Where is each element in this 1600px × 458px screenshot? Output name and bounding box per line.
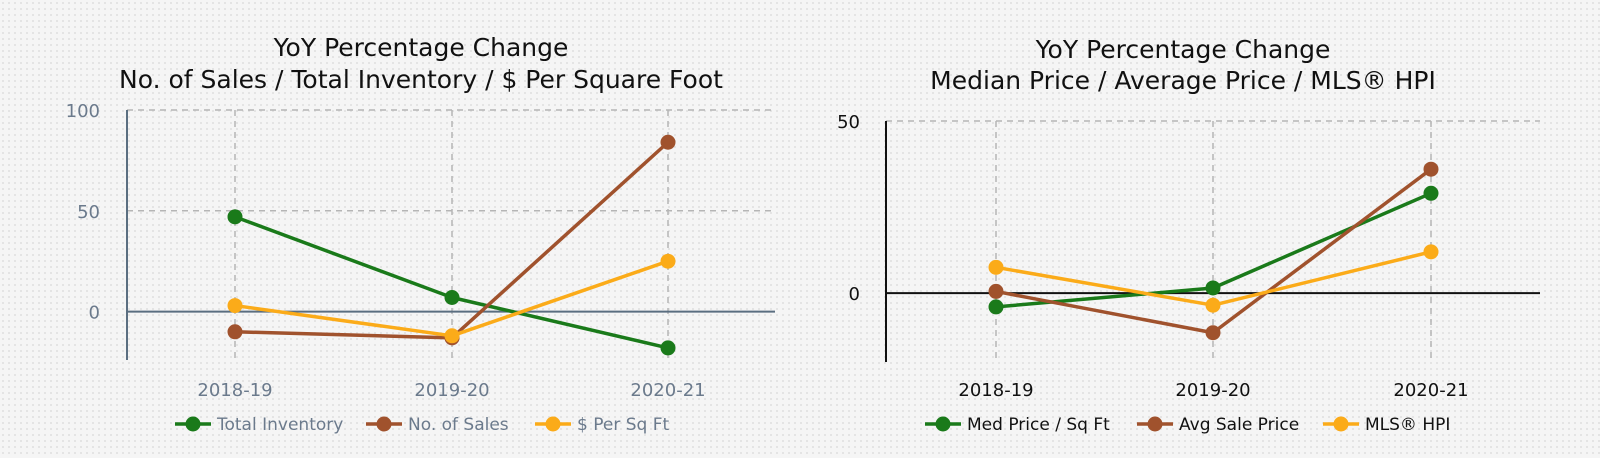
data-point: [227, 324, 243, 340]
x-category-label: 2020-21: [630, 380, 705, 401]
data-point: [444, 290, 460, 305]
data-point: [988, 283, 1004, 299]
x-category-label: 2018-19: [197, 380, 272, 401]
legend-marker: [185, 416, 201, 432]
data-point: [227, 298, 243, 314]
chart-left-yoy-sales-inventory: YoY Percentage Change No. of Sales / Tota…: [66, 33, 775, 435]
legend-label: $ Per Sq Ft: [577, 415, 669, 435]
chart-title: YoY Percentage Change: [1035, 35, 1331, 64]
y-tick-label: 100: [66, 101, 100, 122]
data-point: [1205, 325, 1221, 341]
legend-marker: [1147, 416, 1163, 432]
data-point: [988, 259, 1004, 275]
y-tick-label: 50: [77, 202, 100, 223]
data-point: [1423, 244, 1439, 260]
data-point: [1423, 161, 1439, 177]
data-point: [444, 328, 460, 344]
data-point: [660, 340, 676, 356]
data-point: [1423, 185, 1439, 201]
legend-label: Avg Sale Price: [1179, 415, 1299, 435]
y-tick-label: 50: [837, 112, 860, 133]
data-point: [660, 253, 676, 269]
legend-label: Total Inventory: [216, 415, 343, 435]
legend-marker: [545, 416, 561, 432]
x-category-label: 2020-21: [1393, 380, 1468, 401]
data-point: [227, 209, 243, 225]
data-point: [1205, 297, 1221, 313]
legend-marker: [1333, 416, 1349, 432]
data-point: [1205, 280, 1221, 296]
legend-label: MLS® HPI: [1365, 415, 1450, 435]
x-category-label: 2019-20: [414, 380, 489, 401]
chart-subtitle: Median Price / Average Price / MLS® HPI: [930, 66, 1436, 95]
legend-marker: [376, 416, 392, 432]
chart-title: YoY Percentage Change: [273, 33, 569, 62]
legend-label: No. of Sales: [408, 415, 509, 435]
chart-subtitle: No. of Sales / Total Inventory / $ Per S…: [119, 65, 723, 94]
legend-marker: [935, 416, 951, 432]
data-point: [660, 134, 676, 150]
x-category-label: 2018-19: [958, 380, 1033, 401]
legend-label: Med Price / Sq Ft: [967, 415, 1110, 435]
y-tick-label: 0: [849, 284, 860, 305]
data-point: [988, 299, 1004, 315]
x-category-label: 2019-20: [1175, 380, 1250, 401]
y-tick-label: 0: [89, 303, 100, 324]
